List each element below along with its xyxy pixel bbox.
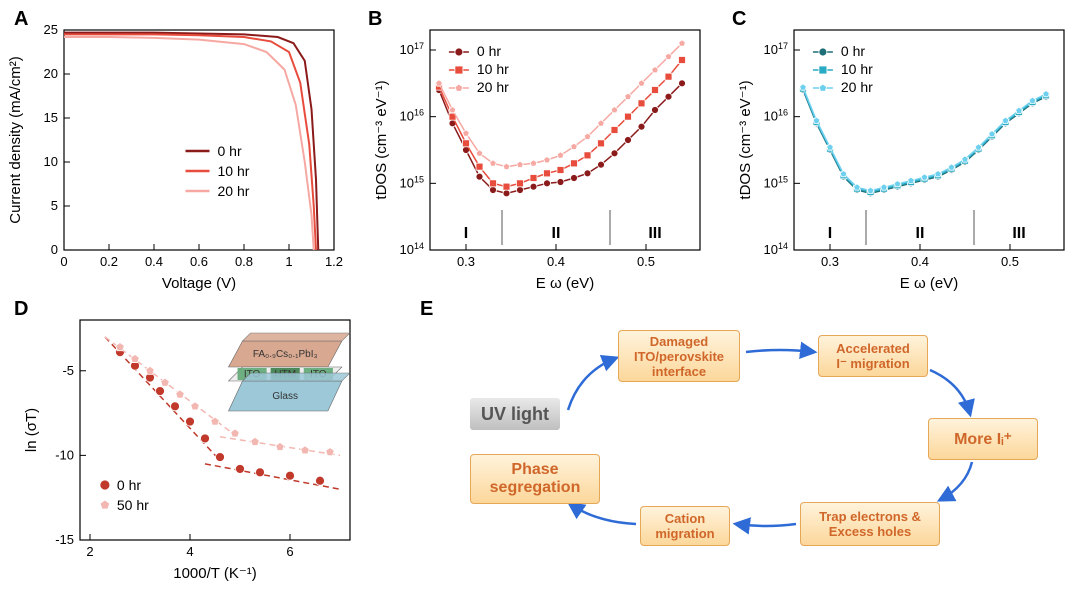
svg-text:E ω (eV): E ω (eV) — [536, 275, 594, 292]
svg-text:FA₀.₉Cs₀.₁PbI₃: FA₀.₉Cs₀.₁PbI₃ — [253, 349, 318, 360]
svg-text:1014: 1014 — [764, 241, 788, 257]
svg-text:20 hr: 20 hr — [218, 183, 250, 199]
svg-text:1017: 1017 — [764, 41, 788, 57]
svg-text:tDOS (cm⁻³ eV⁻¹): tDOS (cm⁻³ eV⁻¹) — [737, 80, 754, 199]
chart-tdos-teal: 0.3 0.4 0.5 1014 1015 1016 1017 E ω (eV) tDOS (c… — [734, 20, 1080, 310]
svg-text:0 hr: 0 hr — [841, 43, 865, 59]
svg-text:III: III — [648, 225, 661, 242]
svg-text:0.4: 0.4 — [547, 254, 565, 269]
svg-text:0.5: 0.5 — [637, 254, 655, 269]
svg-text:1015: 1015 — [764, 174, 788, 190]
flow-box-b5: Cationmigration — [640, 506, 730, 546]
svg-text:0.3: 0.3 — [821, 254, 839, 269]
svg-text:tDOS (cm⁻³ eV⁻¹): tDOS (cm⁻³ eV⁻¹) — [373, 80, 390, 199]
svg-text:1016: 1016 — [400, 108, 424, 124]
svg-text:0.6: 0.6 — [190, 254, 208, 269]
svg-text:1015: 1015 — [400, 174, 424, 190]
svg-text:10 hr: 10 hr — [218, 163, 250, 179]
svg-text:-15: -15 — [55, 532, 74, 547]
svg-text:1000/T (K⁻¹): 1000/T (K⁻¹) — [173, 565, 257, 582]
svg-text:0.8: 0.8 — [235, 254, 253, 269]
uv-light-box: UV light — [470, 398, 560, 430]
flow-box-b1: DamagedITO/perovskiteinterface — [618, 330, 740, 382]
svg-text:20 hr: 20 hr — [841, 79, 873, 95]
svg-text:50 hr: 50 hr — [117, 497, 149, 513]
svg-text:15: 15 — [44, 110, 58, 125]
svg-text:0 hr: 0 hr — [117, 477, 141, 493]
svg-text:Glass: Glass — [272, 391, 298, 402]
svg-text:I: I — [464, 225, 468, 242]
svg-text:II: II — [916, 225, 925, 242]
svg-text:0: 0 — [51, 242, 58, 257]
svg-text:1016: 1016 — [764, 108, 788, 124]
svg-text:-5: -5 — [62, 363, 74, 378]
svg-text:E ω (eV): E ω (eV) — [900, 275, 958, 292]
svg-text:-10: -10 — [55, 447, 74, 462]
flow-box-b4: Trap electrons &Excess holes — [800, 502, 940, 546]
svg-text:Current density (mA/cm²): Current density (mA/cm²) — [7, 56, 24, 224]
svg-text:0 hr: 0 hr — [218, 143, 242, 159]
svg-text:0 hr: 0 hr — [477, 43, 501, 59]
svg-text:0.2: 0.2 — [100, 254, 118, 269]
svg-text:10 hr: 10 hr — [841, 61, 873, 77]
svg-text:0: 0 — [60, 254, 67, 269]
svg-text:0.3: 0.3 — [457, 254, 475, 269]
svg-text:10: 10 — [44, 154, 58, 169]
flow-box-b2: AcceleratedI⁻ migration — [818, 335, 928, 377]
chart-arrhenius: 2 4 6 -5 -10 -15 1000/T (K⁻¹) ln (σT) 0 hr 50 hr F… — [20, 310, 390, 600]
svg-text:5: 5 — [51, 198, 58, 213]
svg-text:0.5: 0.5 — [1001, 254, 1019, 269]
svg-text:II: II — [552, 225, 561, 242]
svg-text:III: III — [1012, 225, 1025, 242]
chart-tdos-red: 0.3 0.4 0.5 1014 1015 1016 1017 E ω (eV) tDOS (c… — [370, 20, 740, 310]
svg-text:1: 1 — [285, 254, 292, 269]
svg-text:1.2: 1.2 — [325, 254, 343, 269]
svg-text:4: 4 — [186, 544, 193, 559]
svg-text:I: I — [828, 225, 832, 242]
svg-text:2: 2 — [86, 544, 93, 559]
svg-text:1014: 1014 — [400, 241, 424, 257]
svg-text:0.4: 0.4 — [911, 254, 929, 269]
flow-box-b6: Phasesegregation — [470, 454, 600, 504]
svg-text:Voltage (V): Voltage (V) — [162, 275, 236, 292]
svg-text:6: 6 — [286, 544, 293, 559]
svg-text:20 hr: 20 hr — [477, 79, 509, 95]
chart-jv: 0 0.2 0.4 0.6 0.8 1 1.2 0 5 10 15 20 25 Voltage (V) Cu… — [4, 20, 374, 310]
svg-text:0.4: 0.4 — [145, 254, 163, 269]
svg-text:1017: 1017 — [400, 41, 424, 57]
svg-text:20: 20 — [44, 66, 58, 81]
svg-text:10 hr: 10 hr — [477, 61, 509, 77]
flow-box-b3: More Iᵢ⁺ — [928, 418, 1038, 460]
svg-text:ln (σT): ln (σT) — [23, 408, 40, 452]
svg-text:25: 25 — [44, 22, 58, 37]
